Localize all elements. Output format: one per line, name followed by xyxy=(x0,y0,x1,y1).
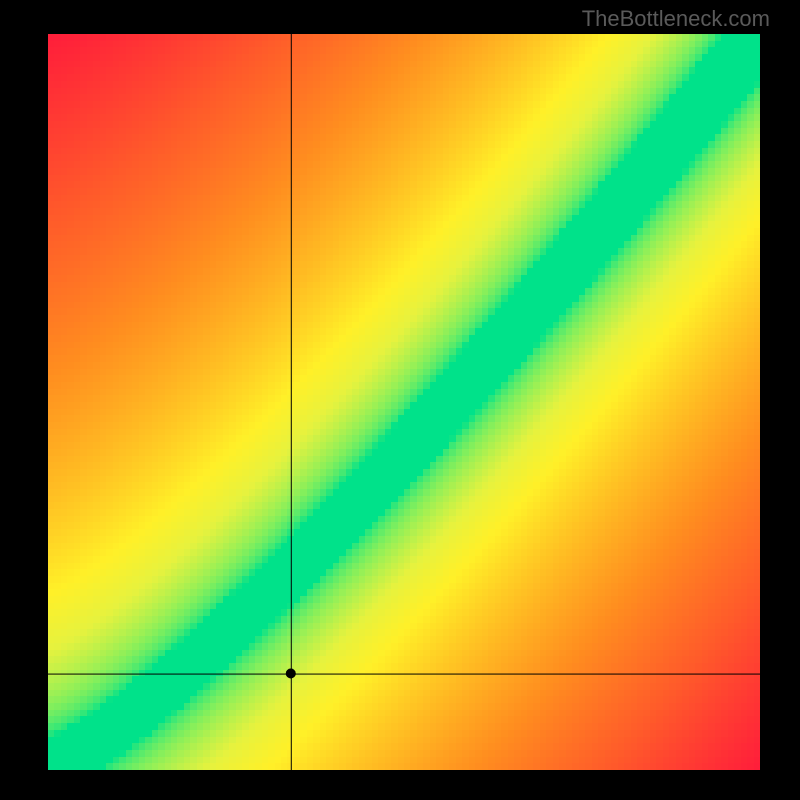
chart-container: TheBottleneck.com xyxy=(0,0,800,800)
bottleneck-heatmap xyxy=(48,34,760,770)
watermark-text: TheBottleneck.com xyxy=(582,6,770,32)
